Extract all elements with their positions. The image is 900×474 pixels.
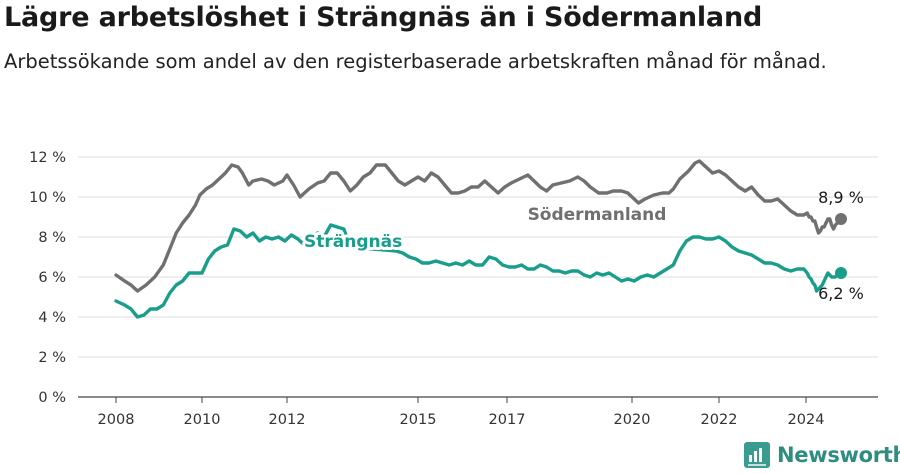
bar-chart-icon (744, 442, 770, 468)
x-tick-label: 2015 (400, 412, 437, 428)
y-tick-label: 12 % (29, 150, 66, 166)
x-tick-label: 2022 (701, 412, 738, 428)
end-marker-sodermanland (835, 213, 847, 225)
y-tick-label: 0 % (38, 390, 66, 406)
series-line-sodermanland (114, 159, 843, 293)
brand-name: Newsworthy (777, 443, 900, 467)
chart-subtitle: Arbetssökande som andel av den registerb… (4, 50, 827, 73)
x-tick-label: 2008 (98, 412, 135, 428)
x-tick-label: 2012 (269, 412, 306, 428)
y-tick-label: 2 % (38, 350, 66, 366)
newsworthy-logo: Newsworthy (744, 442, 900, 468)
series-line-strangnas (114, 223, 843, 319)
x-tick-label: 2017 (489, 412, 526, 428)
series-label-sodermanland: Södermanland (528, 205, 667, 225)
end-value-label-sodermanland: 8,9 % (818, 188, 864, 207)
end-value-label-strangnas: 6,2 % (818, 284, 864, 303)
x-tick-label: 2024 (788, 412, 825, 428)
y-tick-label: 6 % (38, 270, 66, 286)
chart-title: Lägre arbetslöshet i Strängnäs än i Söde… (4, 2, 763, 33)
y-tick-label: 10 % (29, 190, 66, 206)
y-tick-label: 8 % (38, 230, 66, 246)
series-label-strangnas: Strängnäs (304, 232, 402, 252)
x-tick-label: 2020 (614, 412, 651, 428)
end-marker-strangnas (835, 267, 847, 279)
x-tick-label: 2010 (184, 412, 221, 428)
y-tick-label: 4 % (38, 310, 66, 326)
